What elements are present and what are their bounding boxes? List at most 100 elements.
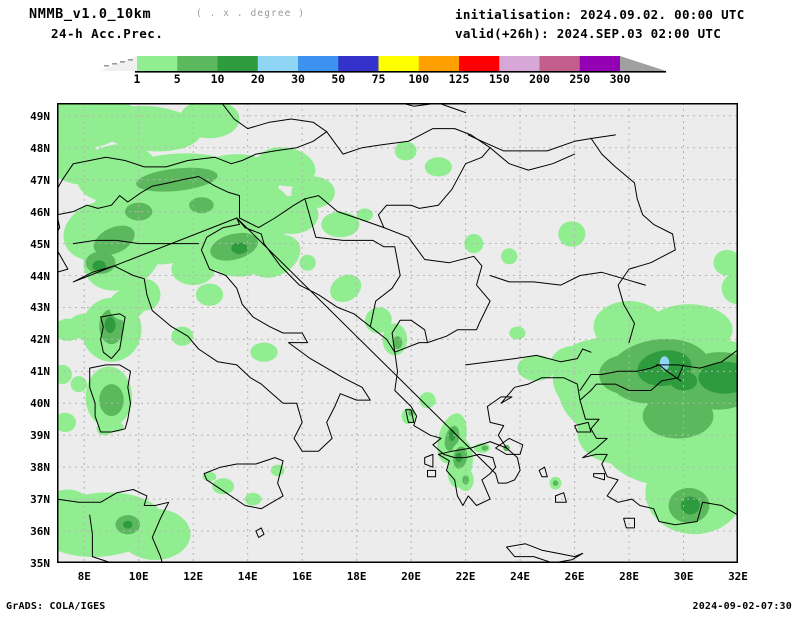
colorbar-cap-high [620,56,666,71]
latitude-label: 43N [30,301,50,315]
coastline-path [495,437,524,455]
precipitation-contour [256,147,316,187]
coastline-path [100,313,126,360]
precipitation-contour [419,392,436,409]
precipitation-contour [509,326,526,340]
coastline-path [383,227,491,344]
precipitation-contour [680,496,700,515]
latitude-label: 38N [30,461,50,475]
colorbar-cap-dash [104,65,109,67]
precipitation-contour [464,234,484,254]
coastline-path [579,399,608,459]
valid-time: valid(+26h): 2024.SEP.03 02:00 UTC [455,26,722,41]
colorbar-band [137,56,178,71]
header: NMMB_v1.0_10km ( . x . degree ) 24-h Acc… [0,0,800,46]
coastline-path [467,134,616,152]
colorbar-band [217,56,259,71]
coastline-path [405,409,415,423]
coastline-path [57,131,328,191]
coastline-path [326,128,491,155]
coastline-path [538,466,548,478]
precipitation-contour [171,253,215,286]
colorbar-band [499,56,540,71]
coastline-path [89,364,131,433]
colorbar-band [418,56,460,71]
coastlines-and-borders [57,103,738,563]
latitude-label: 35N [30,557,50,570]
precipitation-contour [57,412,77,432]
coastline-path [255,527,265,538]
latitude-label: 44N [30,269,50,283]
precipitation-contour [558,221,586,247]
field-title: 24-h Acc.Prec. [51,26,164,41]
colorbar-tick-label: 75 [372,72,386,86]
model-units-label: ( . x . degree ) [196,8,306,19]
coastline-path [236,217,521,506]
coastline-path [377,147,491,229]
precipitation-contour [189,197,214,214]
longitude-label: 10E [128,570,149,583]
longitude-label: 22E [455,570,476,583]
coastline-path [617,233,676,344]
colorbar-band [378,56,420,71]
coastline-path [427,469,437,478]
colorbar-band [338,56,379,71]
colorbar-band [298,56,339,71]
grads-credit: GrADS: COLA/IGES [6,601,106,612]
precipitation-contour [517,355,556,381]
coastline-path [574,421,592,433]
coastline-path [203,457,284,510]
latitude-label: 45N [30,237,50,251]
longitude-label: 12E [183,570,204,583]
colorbar-svg: 1 5 10 20 30 50 75 100 125 150 200 250 300 [100,56,666,86]
precipitation-contour [330,274,362,303]
coastline-path [655,349,738,369]
precipitation-contour [244,492,262,506]
precipitation-contour [179,103,240,139]
longitude-label: 16E [292,570,313,583]
coastline-path [590,137,674,235]
longitude-label: 8E [77,570,91,583]
longitude-label: 18E [346,570,367,583]
latitude-label: 49N [30,109,50,123]
precipitation-contour [96,422,113,436]
precipitation-contour [122,520,133,529]
coastline-path [465,348,592,366]
colorbar-tick-label: 10 [211,72,225,86]
colorbar-cap-dash [120,61,125,63]
precipitation-contour [57,364,72,385]
map-frame [57,103,738,563]
precipitation-contour [552,480,559,486]
colorbar-tick-label: 150 [489,72,510,86]
coastline-path [506,543,584,563]
colorbar-tick-label: 20 [251,72,265,86]
latitude-label: 48N [30,141,50,155]
latitude-label: 36N [30,525,50,539]
precipitation-contour [250,342,278,362]
precipitation-contour [195,283,224,306]
colorbar-tick-label: 200 [529,72,550,86]
precipitation-contour [104,317,116,333]
coastline-path [72,239,200,245]
precipitation-contour [212,478,235,495]
map-svg [57,103,738,563]
precipitation-contour [713,249,738,276]
colorbar-band [579,56,621,71]
precipitation-contour [424,157,452,177]
model-title: NMMB_v1.0_10km [29,6,152,22]
precipitation-contour [299,254,316,271]
precipitation-contour [97,105,202,152]
latitude-label: 41N [30,365,50,379]
latitude-label: 46N [30,205,50,219]
colorbar-cap-dash [128,59,133,61]
precipitation-contour [356,208,373,222]
coastline-path [399,103,467,114]
colorbar-tick-labels: 1 5 10 20 30 50 75 100 125 150 200 250 300 [134,72,631,86]
coastline-path [593,473,605,481]
latitude-label: 47N [30,173,50,187]
coastline-path [72,217,371,452]
precipitation-contour [394,141,417,161]
precipitation-contour [501,248,518,265]
colorbar-tick-label: 5 [174,72,181,86]
colorbar-tick-label: 125 [449,72,470,86]
